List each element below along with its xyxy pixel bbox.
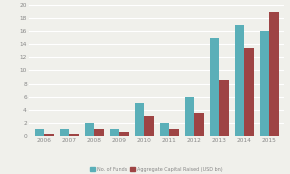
Bar (194, 113, 204, 136)
Bar (269, 12, 279, 136)
Legend: No. of Funds, Aggregate Capital Raised (USD bn): No. of Funds, Aggregate Capital Raised (… (90, 167, 223, 172)
Bar (210, 38, 219, 136)
Bar (160, 123, 169, 136)
Bar (94, 129, 104, 136)
Bar (119, 132, 128, 136)
Bar (110, 129, 119, 136)
Bar (169, 129, 179, 136)
Bar (260, 31, 269, 136)
Bar (35, 129, 44, 136)
Bar (85, 123, 94, 136)
Bar (244, 48, 254, 136)
Bar (144, 116, 154, 136)
Bar (44, 134, 54, 136)
Bar (185, 97, 194, 136)
Bar (59, 129, 69, 136)
Bar (235, 25, 244, 136)
Bar (69, 135, 79, 136)
Bar (219, 80, 229, 136)
Bar (135, 103, 144, 136)
